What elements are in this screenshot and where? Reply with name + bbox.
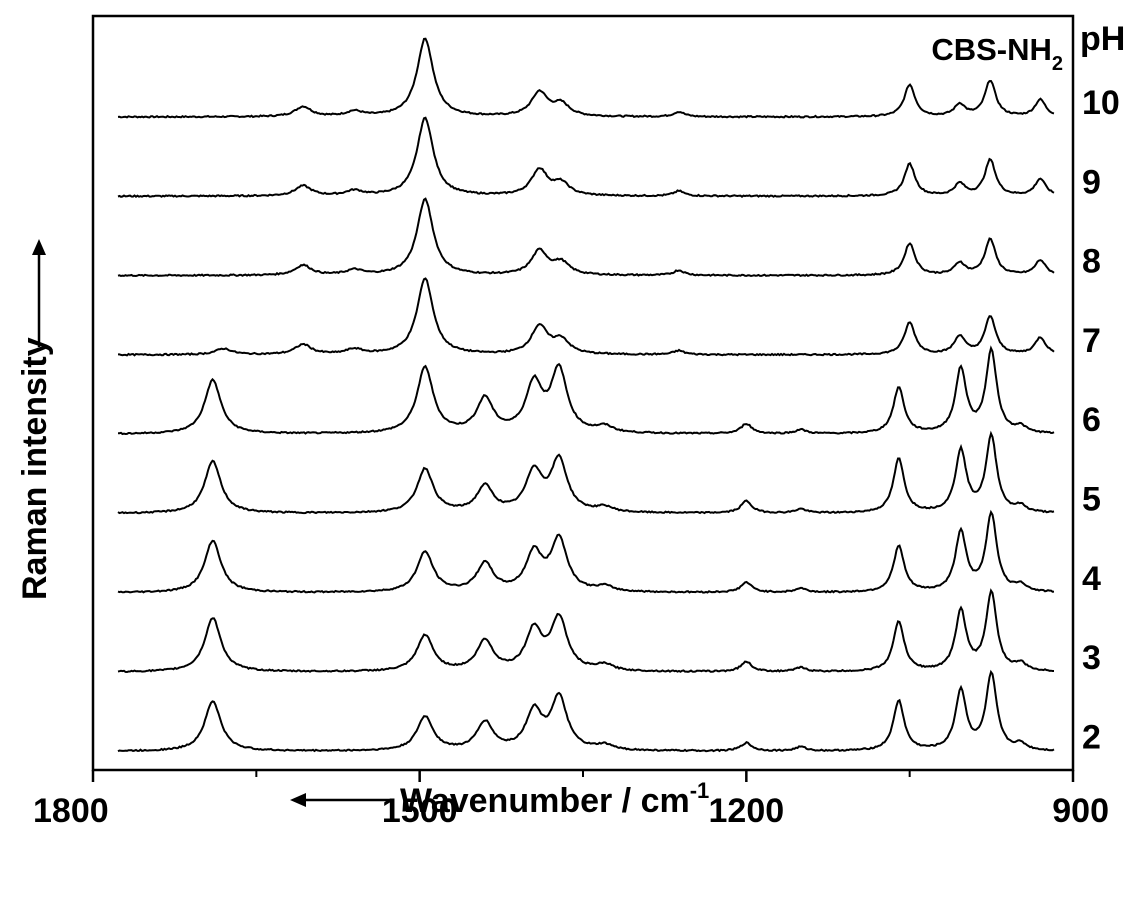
x-tick-label: 1200 [709, 792, 785, 830]
ph-labels: 10 9 8 7 6 5 4 3 2 [1082, 84, 1120, 756]
spectrum-trace-ph-10 [117, 37, 1055, 119]
x-axis-label-group: Wavenumber / cm-1 [290, 778, 709, 820]
ph-label: 10 [1082, 84, 1120, 122]
chart-title-subscript: 2 [1052, 53, 1063, 75]
y-axis-label-group: Raman intensity [16, 239, 54, 600]
ph-label: 9 [1082, 163, 1101, 201]
y-arrow-head [32, 239, 46, 255]
x-axis-label: Wavenumber / cm-1 [400, 778, 709, 820]
ph-label: 6 [1082, 401, 1101, 439]
legend-header: pH [1080, 20, 1125, 58]
spectrum-trace-ph-4 [117, 509, 1055, 594]
ph-label: 5 [1082, 481, 1101, 519]
spectrum-trace-ph-8 [117, 197, 1055, 278]
ph-label: 4 [1082, 560, 1101, 598]
spectrum-trace-ph-3 [117, 588, 1054, 674]
ph-label: 7 [1082, 322, 1101, 360]
x-tick-label: 1500 [382, 792, 458, 830]
x-tick-label: 1800 [33, 792, 109, 830]
plot-frame [91, 14, 1075, 772]
spectrum-trace-ph-9 [117, 116, 1055, 198]
spectrum-trace-ph-5 [117, 430, 1055, 515]
x-axis-ticks: 1800 1500 1200 900 [33, 770, 1109, 830]
spectrum-trace-ph-2 [117, 669, 1055, 753]
chart-title: CBS-NH2 [931, 32, 1063, 75]
spectra-traces [117, 37, 1055, 753]
ph-label: 2 [1082, 718, 1101, 756]
y-axis-label: Raman intensity [16, 337, 54, 600]
x-arrow-head [290, 793, 306, 807]
x-tick-label: 900 [1052, 792, 1109, 830]
spectrum-trace-ph-6 [118, 345, 1055, 436]
spectrum-trace-ph-7 [118, 277, 1055, 357]
x-axis-label-superscript: -1 [690, 778, 710, 803]
ph-label: 8 [1082, 243, 1101, 281]
ph-label: 3 [1082, 639, 1101, 677]
